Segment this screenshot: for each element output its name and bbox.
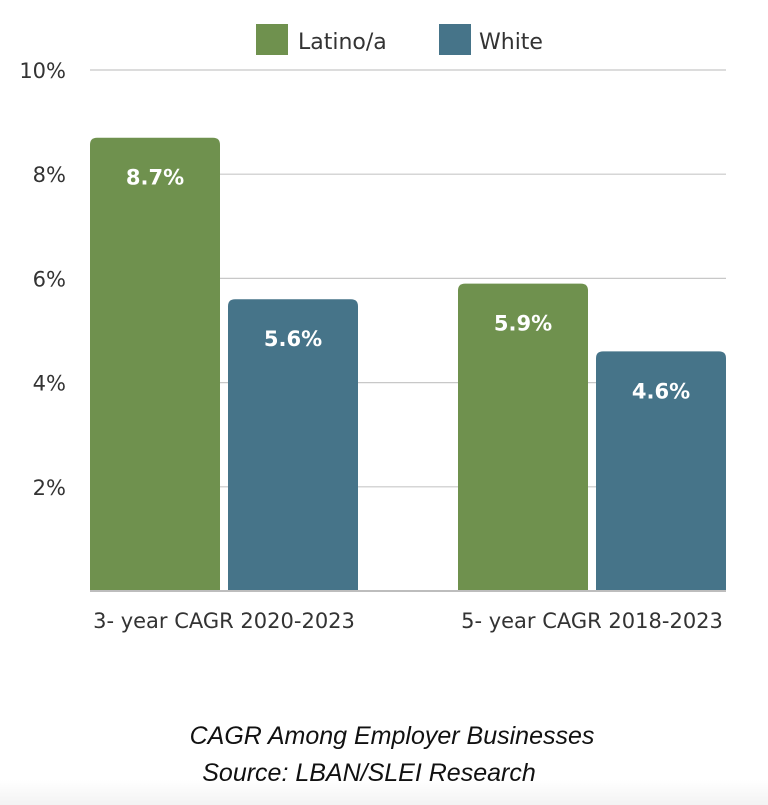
x-axis-category-labels: 3- year CAGR 2020-2023 5- year CAGR 2018-…: [93, 609, 723, 633]
y-tick-label: 4%: [33, 372, 66, 396]
legend: Latino/a White: [256, 24, 543, 55]
legend-label: White: [479, 30, 543, 55]
bar-white-2: [596, 351, 726, 591]
data-label: 5.9%: [494, 312, 552, 336]
bars: [90, 137, 726, 592]
y-axis-tick-labels: 2% 4% 6% 8% 10%: [19, 59, 66, 500]
y-tick-label: 8%: [33, 163, 66, 187]
bar-white-1: [228, 299, 358, 591]
chart-title: CAGR Among Employer Businesses: [189, 722, 595, 750]
data-label: 4.6%: [632, 379, 690, 403]
bar-latino-a-2: [458, 283, 588, 591]
y-tick-label: 6%: [33, 267, 66, 291]
x-category-label: 5- year CAGR 2018-2023: [461, 609, 723, 633]
bar-chart: 2% 4% 6% 8% 10% 8.7% 5.6% 5.9% 4.6% 3- year CAG…: [19, 24, 726, 633]
y-tick-label: 2%: [33, 476, 66, 500]
legend-label: Latino/a: [298, 30, 387, 55]
x-category-label: 3- year CAGR 2020-2023: [93, 609, 355, 633]
data-label: 5.6%: [264, 327, 322, 351]
chart-source: Source: LBAN/SLEI Research: [202, 759, 536, 787]
data-labels: 8.7% 5.6% 5.9% 4.6%: [126, 166, 690, 404]
bar-latino-a-1: [90, 137, 220, 592]
legend-swatch: [439, 24, 471, 55]
legend-swatch: [256, 24, 288, 55]
data-label: 8.7%: [126, 166, 184, 190]
y-tick-label: 10%: [19, 59, 66, 83]
